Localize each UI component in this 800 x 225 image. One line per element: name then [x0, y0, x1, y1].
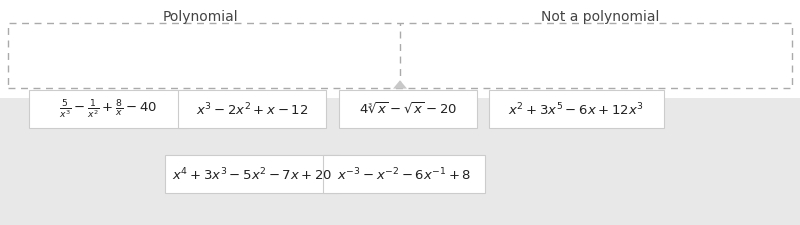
FancyBboxPatch shape — [29, 90, 187, 128]
Text: $x^{-3} - x^{-2} - 6x^{-1} + 8$: $x^{-3} - x^{-2} - 6x^{-1} + 8$ — [337, 166, 471, 183]
FancyBboxPatch shape — [489, 90, 663, 128]
Text: $x^2 + 3x^5 - 6x + 12x^3$: $x^2 + 3x^5 - 6x + 12x^3$ — [508, 101, 644, 117]
FancyBboxPatch shape — [339, 90, 477, 128]
Text: $\frac{5}{x^3} - \frac{1}{x^2} + \frac{8}{x} - 40$: $\frac{5}{x^3} - \frac{1}{x^2} + \frac{8… — [59, 97, 157, 121]
FancyBboxPatch shape — [323, 156, 485, 194]
FancyBboxPatch shape — [165, 156, 339, 194]
FancyBboxPatch shape — [178, 90, 326, 128]
Bar — [0, 0, 800, 99]
Text: $x^4 + 3x^3 - 5x^2 - 7x + 20$: $x^4 + 3x^3 - 5x^2 - 7x + 20$ — [172, 166, 332, 183]
FancyBboxPatch shape — [8, 24, 792, 89]
Text: Polynomial: Polynomial — [162, 10, 238, 24]
Text: Not a polynomial: Not a polynomial — [541, 10, 659, 24]
Bar — [0, 99, 800, 225]
Text: $x^3 - 2x^2 + x - 12$: $x^3 - 2x^2 + x - 12$ — [196, 101, 308, 117]
Text: $4\sqrt[3]{x} - \sqrt{x} - 20$: $4\sqrt[3]{x} - \sqrt{x} - 20$ — [359, 101, 457, 117]
Polygon shape — [393, 81, 407, 89]
